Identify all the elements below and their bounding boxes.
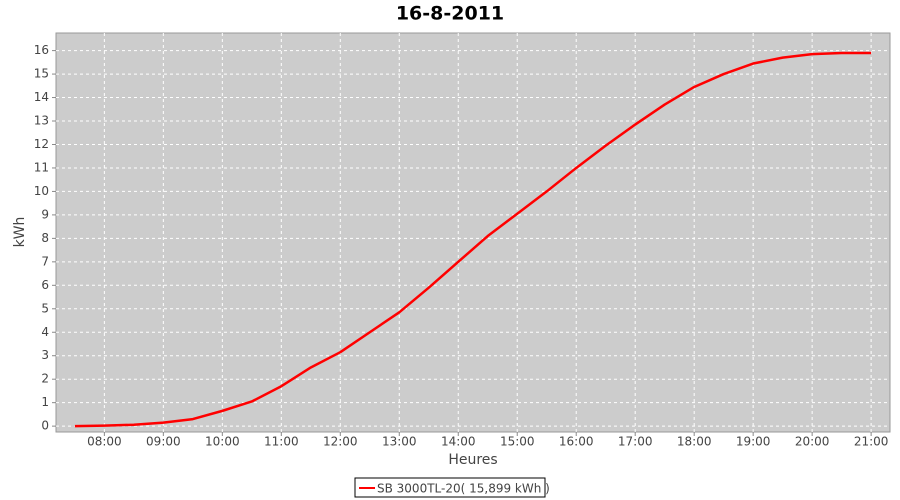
- y-tick-label: 0: [41, 419, 49, 433]
- y-tick-label: 12: [34, 137, 49, 151]
- x-tick-label: 14:00: [441, 435, 476, 449]
- y-tick-label: 7: [41, 254, 49, 268]
- y-tick-label: 14: [34, 90, 49, 104]
- plot-area: [55, 32, 891, 433]
- y-tick-label: 3: [41, 348, 49, 362]
- x-axis-label: Heures: [448, 452, 497, 468]
- y-tick-label: 4: [41, 325, 49, 339]
- x-tick-label: 20:00: [795, 435, 830, 449]
- y-tick-label: 8: [41, 231, 49, 245]
- chart-title: 16-8-2011: [396, 3, 504, 25]
- x-tick-label: 16:00: [559, 435, 594, 449]
- x-tick-label: 11:00: [264, 435, 299, 449]
- x-tick-label: 21:00: [854, 435, 889, 449]
- y-tick-label: 11: [34, 160, 49, 174]
- y-tick-label: 1: [41, 395, 49, 409]
- x-tick-label: 09:00: [146, 435, 181, 449]
- y-tick-label: 5: [41, 301, 49, 315]
- y-axis-label: kWh: [12, 217, 28, 248]
- y-tick-label: 16: [34, 43, 49, 57]
- x-tick-label: 13:00: [382, 435, 417, 449]
- y-tick-label: 2: [41, 372, 49, 386]
- x-tick-label: 15:00: [500, 435, 535, 449]
- x-tick-label: 10:00: [205, 435, 240, 449]
- y-tick-label: 13: [34, 114, 49, 128]
- x-tick-label: 18:00: [677, 435, 712, 449]
- y-tick-label: 9: [41, 207, 49, 221]
- y-tick-label: 6: [41, 278, 49, 292]
- x-tick-label: 19:00: [736, 435, 771, 449]
- series-line: [74, 51, 872, 428]
- y-tick-label: 15: [34, 67, 49, 81]
- legend-label: SB 3000TL-20( 15,899 kWh ): [377, 482, 550, 496]
- legend: [354, 477, 546, 498]
- x-tick-label: 17:00: [618, 435, 653, 449]
- x-tick-label: 12:00: [323, 435, 358, 449]
- y-tick-label: 10: [34, 184, 49, 198]
- x-tick-label: 08:00: [87, 435, 122, 449]
